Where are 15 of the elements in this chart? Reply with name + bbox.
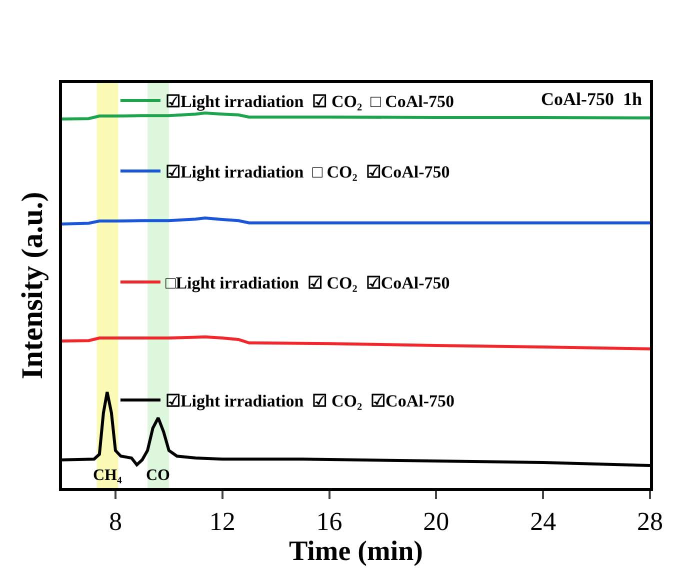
- x-axis-title: Time (min): [288, 536, 424, 568]
- x-tick-label: 8: [108, 507, 122, 536]
- legend-label: ☑Light irradiation ☑ CO₂ □ CoAl-750: [165, 92, 454, 112]
- y-axis-title: Intensity (a.u.): [16, 192, 49, 380]
- text: CoAl-750 1h: [541, 89, 642, 109]
- legend-label: ☑Light irradiation □ CO₂ ☑CoAl-750: [165, 162, 450, 182]
- x-tick-label: 28: [637, 507, 663, 536]
- legend-label: ☑Light irradiation ☑ CO₂ ☑CoAl-750: [165, 392, 454, 411]
- x-tick-label: 24: [530, 507, 556, 536]
- x-tick-label: 16: [316, 507, 342, 536]
- annotation: CO: [146, 467, 170, 484]
- legend-label: □Light irradiation ☑ CO₂ ☑CoAl-750: [165, 274, 450, 293]
- annotation: CH₄: [93, 467, 122, 484]
- x-tick-label: 20: [423, 507, 450, 536]
- x-tick-label: 12: [209, 507, 236, 536]
